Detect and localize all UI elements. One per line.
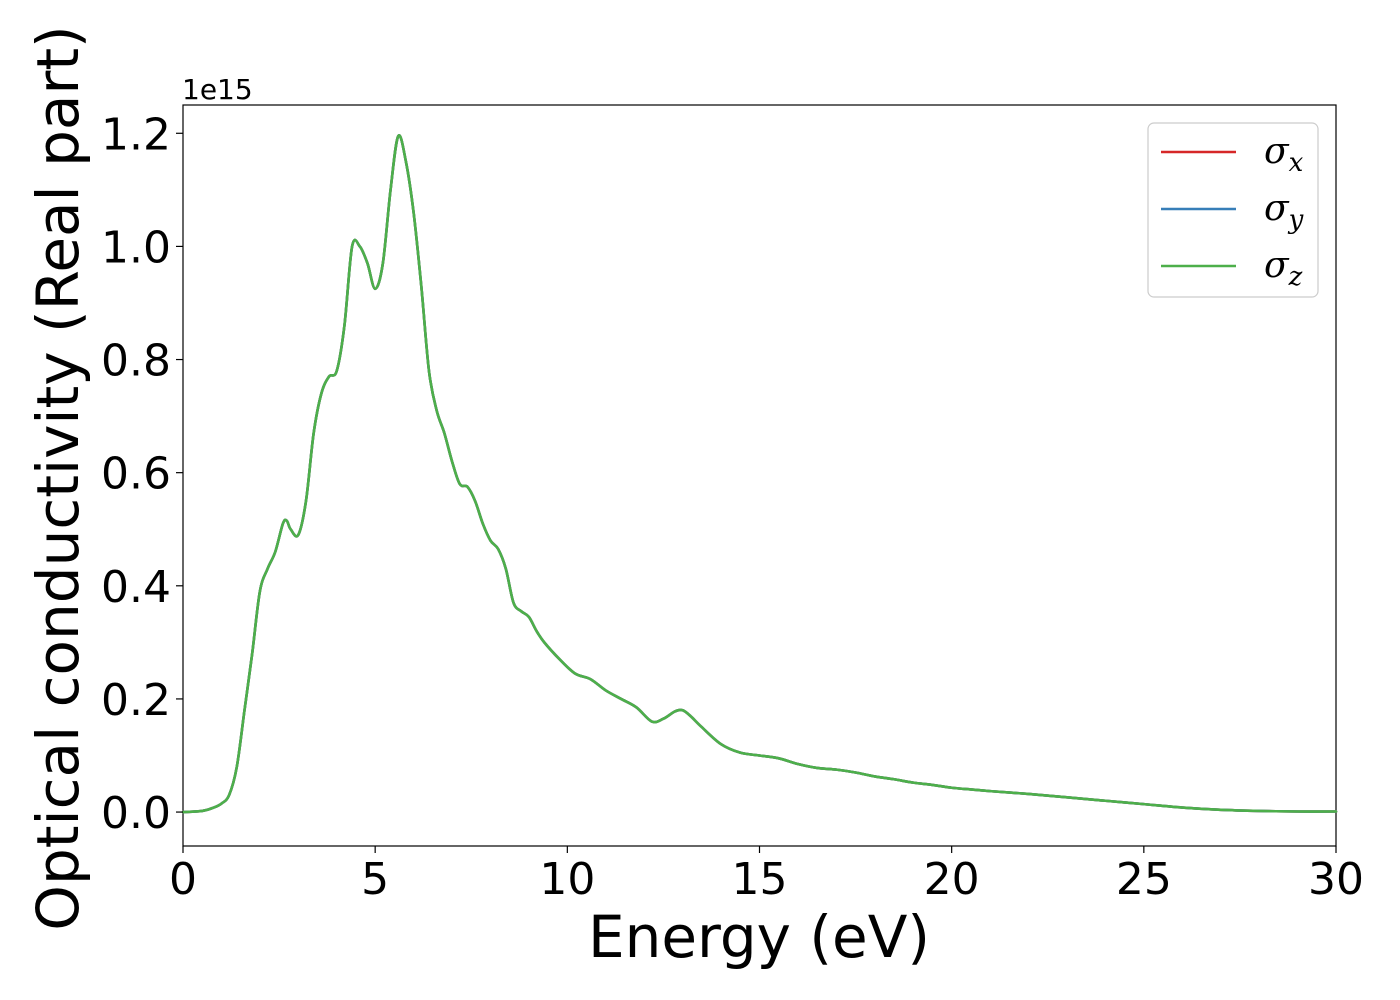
x-tick-label: 30 — [1308, 854, 1364, 905]
y-tick-label: 0.4 — [101, 562, 171, 613]
series-line-z — [181, 134, 1338, 814]
x-axis-ticks: 0 5 10 15 20 25 30 — [169, 846, 1364, 905]
x-tick-label: 5 — [361, 854, 389, 905]
y-tick-label: 1.2 — [101, 109, 171, 160]
x-axis-title: Energy (eV) — [588, 903, 930, 971]
y-tick-label: 0.2 — [101, 675, 171, 726]
x-tick-label: 10 — [539, 854, 595, 905]
y-tick-label: 0.6 — [101, 449, 171, 500]
plot-area: 0 5 10 15 20 25 30 0.0 0.2 0.4 0.6 0.8 1.0 1.2 — [101, 104, 1364, 905]
x-tick-label: 20 — [924, 854, 980, 905]
y-offset-label: 1e15 — [182, 73, 253, 106]
y-axis-title: Optical conductivity (Real part) — [24, 25, 92, 930]
y-tick-label: 0.0 — [101, 788, 171, 839]
plot-frame — [182, 104, 1337, 847]
x-tick-label: 25 — [1116, 854, 1172, 905]
y-tick-label: 0.8 — [101, 336, 171, 387]
y-tick-label: 1.0 — [101, 222, 171, 273]
x-tick-label: 15 — [732, 854, 788, 905]
series-layer — [181, 134, 1338, 814]
x-tick-label: 0 — [169, 854, 197, 905]
y-axis-ticks: 0.0 0.2 0.4 0.6 0.8 1.0 1.2 — [101, 109, 183, 839]
